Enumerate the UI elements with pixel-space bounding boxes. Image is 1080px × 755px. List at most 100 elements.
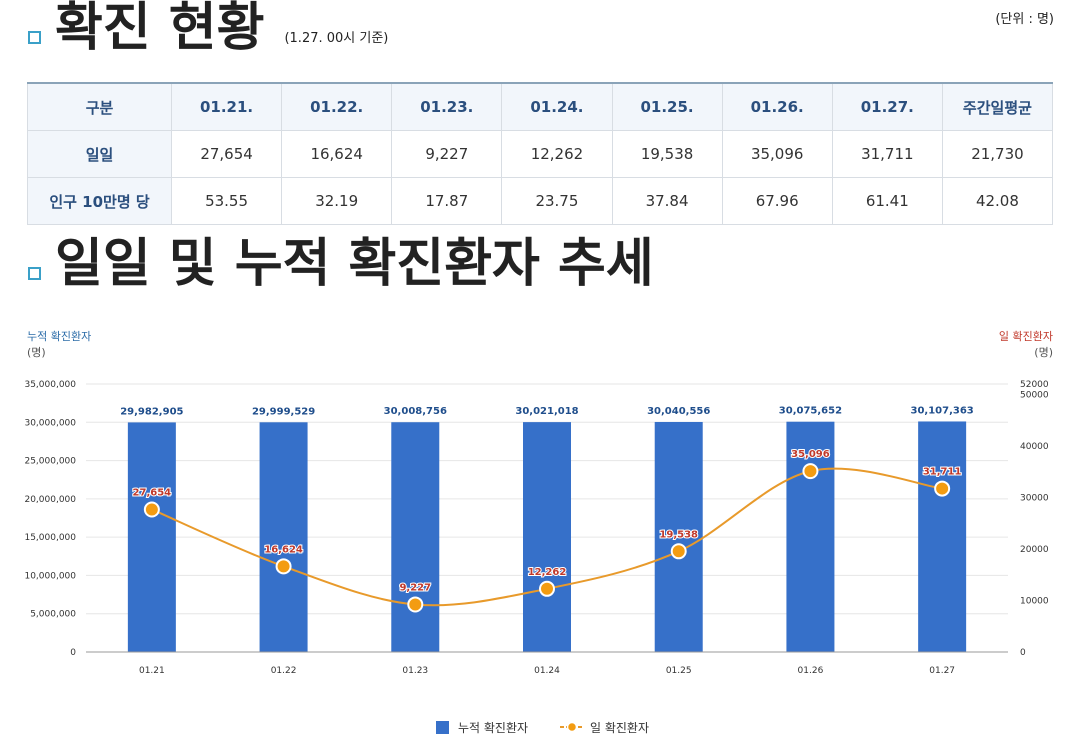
- table-cell: 42.08: [941, 177, 1054, 225]
- table-cell: 9,227: [391, 130, 503, 178]
- section-title-trend: 일일 및 누적 확진환자 추세: [28, 238, 654, 290]
- bar-value-label: 30,040,556: [647, 406, 710, 417]
- section-title-text: 확진 현황: [55, 0, 265, 58]
- column-header: 주간일평균: [941, 82, 1054, 131]
- line-point: [143, 501, 160, 518]
- x-tick-label: 01.21: [139, 666, 165, 676]
- line-point: [670, 543, 687, 560]
- table-cell: 37.84: [611, 177, 723, 225]
- line-value-label: 27,654: [133, 487, 172, 498]
- x-axis-ticks: 01.21 01.22 01.23 01.24 01.25 01.26 01.27: [139, 666, 955, 676]
- x-tick-label: 01.26: [798, 666, 824, 676]
- column-header: 01.26.: [721, 82, 833, 131]
- table-header-row: 구분 01.21. 01.22. 01.23. 01.24. 01.25. 01…: [27, 82, 1054, 131]
- bar: [918, 421, 967, 652]
- left-tick-label: 5,000,000: [30, 610, 76, 620]
- table-cell: 61.41: [831, 177, 943, 225]
- column-header: 01.24.: [501, 82, 613, 131]
- bar-series: [127, 421, 967, 652]
- table-cell: 19,538: [611, 130, 723, 178]
- column-header: 01.27.: [831, 82, 943, 131]
- table-cell: 21,730: [941, 130, 1054, 178]
- line-point: [934, 480, 951, 497]
- bar-value-label: 30,008,756: [384, 406, 447, 417]
- left-tick-label: 25,000,000: [24, 457, 76, 467]
- square-bullet-icon: [28, 267, 41, 280]
- table-cell: 35,096: [721, 130, 833, 178]
- column-header: 01.21.: [170, 82, 283, 131]
- legend-line-label: 일 확진환자: [590, 721, 649, 735]
- right-tick-label: 0: [1020, 648, 1026, 658]
- x-tick-label: 01.27: [929, 666, 955, 676]
- left-tick-label: 0: [70, 648, 76, 658]
- table-row: 인구 10만명 당 53.55 32.19 17.87 23.75 37.84 …: [27, 177, 1054, 225]
- line-point: [802, 463, 819, 480]
- x-tick-label: 01.23: [402, 666, 428, 676]
- table-row: 일일 27,654 16,624 9,227 12,262 19,538 35,…: [27, 130, 1054, 178]
- table-cell: 12,262: [501, 130, 613, 178]
- column-header: 01.23.: [391, 82, 503, 131]
- bar-value-label: 30,107,363: [911, 405, 974, 416]
- right-tick-label: 50000: [1020, 390, 1049, 400]
- right-axis-title: 일 확진환자: [999, 329, 1053, 343]
- legend-point-icon: [566, 721, 578, 733]
- section-title-text: 일일 및 누적 확진환자 추세: [55, 234, 654, 294]
- line-labels: 27,654 16,624 9,227 12,262 19,538 35,096 31,71…: [132, 448, 963, 594]
- bar: [391, 422, 440, 652]
- right-tick-label: 40000: [1020, 442, 1049, 452]
- right-tick-label: 30000: [1020, 493, 1049, 503]
- table-cell: 67.96: [721, 177, 833, 225]
- left-tick-label: 10,000,000: [24, 571, 76, 581]
- x-tick-label: 01.24: [534, 666, 560, 676]
- trend-chart: 누적 확진환자 (명) 일 확진환자 (명) 0 5,000,000 10,000,…: [24, 329, 1053, 735]
- table-cell: 32.19: [281, 177, 393, 225]
- bar: [259, 422, 308, 652]
- x-tick-label: 01.25: [666, 666, 692, 676]
- legend: 누적 확진환자 일 확진환자: [436, 721, 649, 735]
- line-value-label: 31,711: [923, 467, 962, 478]
- table-cell: 27,654: [170, 130, 283, 178]
- table-cell: 16,624: [281, 130, 393, 178]
- unit-note: (단위 : 명): [995, 12, 1054, 27]
- square-bullet-icon: [28, 31, 41, 44]
- bar-labels: 29,982,905 29,999,529 30,008,756 30,021,018…: [120, 405, 974, 417]
- table-cell: 31,711: [831, 130, 943, 178]
- left-tick-label: 35,000,000: [24, 380, 76, 390]
- row-header: 일일: [27, 130, 172, 178]
- bar-value-label: 29,982,905: [120, 406, 183, 417]
- left-tick-label: 30,000,000: [24, 418, 76, 428]
- bar: [523, 422, 571, 652]
- bar-value-label: 30,021,018: [515, 406, 578, 417]
- table-cell: 17.87: [391, 177, 503, 225]
- left-axis-ticks: 0 5,000,000 10,000,000 15,000,000 20,000,000…: [24, 380, 76, 658]
- left-tick-label: 15,000,000: [24, 533, 76, 543]
- bar-value-label: 30,075,652: [779, 406, 842, 417]
- column-header: 01.22.: [281, 82, 393, 131]
- right-tick-label: 10000: [1020, 596, 1049, 606]
- line-value-label: 35,096: [791, 449, 830, 460]
- line-value-label: 19,538: [659, 529, 698, 540]
- line-points: [143, 463, 951, 613]
- section-title-status: 확진 현황 (1.27. 00시 기준): [28, 2, 388, 54]
- bar: [127, 422, 176, 652]
- right-tick-label: 20000: [1020, 545, 1049, 555]
- line-value-label: 16,624: [264, 544, 303, 555]
- summary-table: 구분 01.21. 01.22. 01.23. 01.24. 01.25. 01…: [27, 82, 1054, 225]
- column-header: 01.25.: [611, 82, 723, 131]
- table-cell: 23.75: [501, 177, 613, 225]
- basis-note: (1.27. 00시 기준): [284, 31, 389, 46]
- table-cell: 53.55: [170, 177, 283, 225]
- right-axis-unit: (명): [1034, 346, 1053, 359]
- legend-bar-swatch: [436, 721, 449, 734]
- line-point: [275, 558, 292, 575]
- left-axis-unit: (명): [27, 346, 46, 359]
- column-header: 구분: [27, 82, 172, 131]
- line-point: [407, 596, 424, 613]
- left-tick-label: 20,000,000: [24, 495, 76, 505]
- bar-value-label: 29,999,529: [252, 406, 315, 417]
- bar: [786, 421, 835, 652]
- x-tick-label: 01.22: [271, 666, 297, 676]
- bar: [654, 421, 703, 652]
- line-value-label: 9,227: [399, 582, 431, 593]
